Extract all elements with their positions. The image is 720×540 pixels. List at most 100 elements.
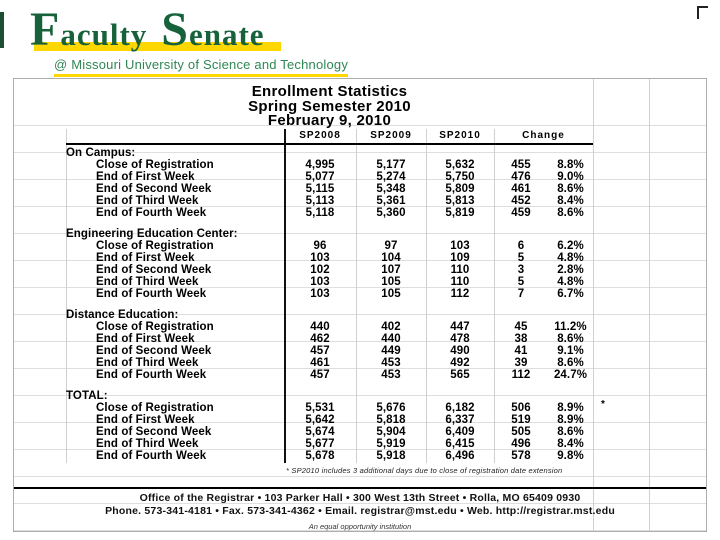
grid-vline xyxy=(426,129,427,463)
sp2010-value: 490 xyxy=(450,345,470,357)
sp2008-value: 440 xyxy=(310,321,330,333)
table-row: End of Fourth Week 457 453 565 112 24.7% xyxy=(66,369,593,381)
section-header-row: Distance Education: xyxy=(66,309,593,321)
sp2010-value: 109 xyxy=(450,252,470,264)
sp2009-value: 5,360 xyxy=(376,207,406,219)
change-pct: 24.7% xyxy=(553,369,588,381)
change-pct: 9.1% xyxy=(557,345,584,357)
table-section: On Campus: Close of Registration 4,995 5,17… xyxy=(66,147,593,219)
row-label: End of Fourth Week xyxy=(96,450,207,462)
sp2009-value: 453 xyxy=(381,369,401,381)
table-row: End of First Week 103 104 109 5 4.8% xyxy=(66,252,593,264)
change-pct: 8.6% xyxy=(557,357,584,369)
change-pct: 8.8% xyxy=(557,159,584,171)
sp2010-value: 110 xyxy=(450,276,470,288)
row-label: End of Fourth Week xyxy=(96,288,207,300)
sp2009-value: 5,818 xyxy=(376,414,406,426)
table-row: End of Second Week 102 107 110 3 2.8% xyxy=(66,264,593,276)
footnote: * SP2010 includes 3 additional days due … xyxy=(286,466,563,475)
sp2009-value: 5,918 xyxy=(376,450,406,462)
table-row: End of Third Week 5,677 5,919 6,415 496 8.4% xyxy=(66,438,593,450)
report-title: Enrollment Statistics xyxy=(251,83,408,100)
change-pct: 8.6% xyxy=(557,207,584,219)
grid-vline xyxy=(494,129,495,463)
sp2009-value: 5,274 xyxy=(376,171,406,183)
sp2010-value: 6,415 xyxy=(445,438,475,450)
sp2009-value: 5,361 xyxy=(376,195,406,207)
table-row: Close of Registration 4,995 5,177 5,632 455 8… xyxy=(66,159,593,171)
section-name: Engineering Education Center: xyxy=(66,228,238,240)
sp2010-value: 447 xyxy=(450,321,470,333)
section-header-row: TOTAL: xyxy=(66,390,593,402)
table-row: End of Third Week 461 453 492 39 8.6% xyxy=(66,357,593,369)
change-pct: 11.2% xyxy=(554,321,587,333)
column-header-sp2009: SP2009 xyxy=(370,130,412,141)
table-row: Close of Registration 96 97 103 6 6.2% xyxy=(66,240,593,252)
table-row: End of Second Week 5,674 5,904 6,409 505 8.6% xyxy=(66,426,593,438)
table-divider-line xyxy=(284,129,286,463)
sp2009-value: 402 xyxy=(381,321,401,333)
change-pct: 8.9% xyxy=(557,402,584,414)
sp2009-value: 440 xyxy=(381,333,401,345)
row-label: End of First Week xyxy=(96,171,195,183)
sp2010-value: 6,409 xyxy=(445,426,475,438)
sp2010-value: 5,813 xyxy=(445,195,475,207)
footer-divider xyxy=(14,487,706,489)
change-value: 476 xyxy=(511,171,531,183)
column-header-change: Change xyxy=(522,130,565,141)
row-label: End of Third Week xyxy=(96,195,199,207)
change-value: 452 xyxy=(511,195,531,207)
logo-underline-bar xyxy=(34,42,281,51)
sp2008-value: 5,118 xyxy=(305,207,335,219)
change-pct: 2.8% xyxy=(557,264,584,276)
column-header-sp2010: SP2010 xyxy=(439,130,481,141)
change-pct: 8.6% xyxy=(557,183,584,195)
sp2008-value: 103 xyxy=(310,252,330,264)
crop-artifact xyxy=(697,6,708,19)
sp2008-value: 5,674 xyxy=(305,426,335,438)
change-value: 41 xyxy=(514,345,528,357)
report-date: February 9, 2010 xyxy=(267,112,392,129)
logo-title: Faculty Senate xyxy=(30,6,281,54)
row-label: Close of Registration xyxy=(96,240,214,252)
change-value: 3 xyxy=(517,264,525,276)
sp2010-value: 6,496 xyxy=(445,450,475,462)
sp2009-value: 105 xyxy=(381,288,401,300)
table-section: Distance Education: Close of Registration… xyxy=(66,309,593,381)
change-value: 45 xyxy=(514,321,528,333)
row-label: End of Third Week xyxy=(96,438,199,450)
sp2009-value: 5,177 xyxy=(376,159,406,171)
sp2009-value: 453 xyxy=(381,357,401,369)
change-pct: 4.8% xyxy=(557,276,584,288)
sp2010-value: 110 xyxy=(450,264,470,276)
sp2009-value: 97 xyxy=(384,240,398,252)
table-row: End of Fourth Week 103 105 112 7 6.7% xyxy=(66,288,593,300)
column-header-sp2008: SP2008 xyxy=(299,130,341,141)
footnote-marker: * xyxy=(601,399,605,410)
sp2010-value: 5,819 xyxy=(445,207,475,219)
change-pct: 9.0% xyxy=(557,171,584,183)
footer-contact: Phone. 573-341-4181 • Fax. 573-341-4362 … xyxy=(105,505,615,517)
change-pct: 8.9% xyxy=(557,414,584,426)
table-row: End of Third Week 103 105 110 5 4.8% xyxy=(66,276,593,288)
change-value: 6 xyxy=(517,240,525,252)
enrollment-table: On Campus: Close of Registration 4,995 5,17… xyxy=(66,147,605,471)
sp2010-value: 112 xyxy=(450,288,470,300)
equal-opportunity-line: An equal opportunity institution xyxy=(308,522,412,531)
report-subtitle: Spring Semester 2010 xyxy=(248,97,411,115)
change-value: 7 xyxy=(517,288,525,300)
row-label: Close of Registration xyxy=(96,321,214,333)
sp2010-value: 492 xyxy=(450,357,470,369)
row-label: End of Fourth Week xyxy=(96,207,207,219)
sp2010-value: 478 xyxy=(450,333,470,345)
row-label: End of Second Week xyxy=(96,183,212,195)
table-row: End of Second Week 457 449 490 41 9.1% xyxy=(66,345,593,357)
sp2009-value: 5,904 xyxy=(376,426,406,438)
table-row: End of Third Week 5,113 5,361 5,813 452 8.4% xyxy=(66,195,593,207)
sp2008-value: 5,113 xyxy=(305,195,335,207)
change-value: 506 xyxy=(511,402,531,414)
change-value: 5 xyxy=(517,252,525,264)
grid-vline xyxy=(356,129,357,463)
sp2010-value: 5,632 xyxy=(445,159,475,171)
